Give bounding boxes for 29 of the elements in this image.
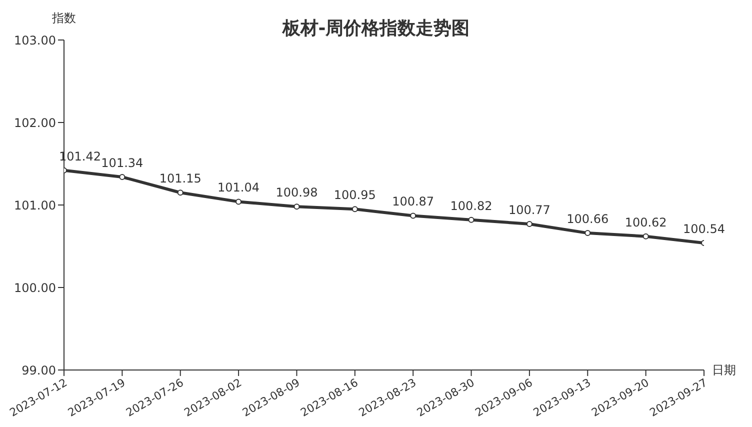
- data-label: 100.82: [450, 198, 492, 213]
- y-tick-label: 103.00: [14, 33, 56, 48]
- point: [294, 204, 300, 210]
- data-label: 100.62: [624, 215, 667, 230]
- data-label: 100.54: [683, 222, 725, 236]
- point: [526, 220, 532, 227]
- y-tick-label: 102.00: [14, 116, 56, 130]
- data-label: 100.95: [334, 188, 376, 202]
- data-label: 101.15: [159, 172, 202, 186]
- chart-title: 板材-周价格指数走势图: [282, 18, 470, 39]
- point: [177, 190, 184, 196]
- point: [236, 198, 242, 205]
- point: [352, 206, 358, 212]
- point: [468, 216, 474, 223]
- point: [584, 230, 591, 236]
- point: [119, 174, 126, 180]
- y-axis-title: 指数: [52, 10, 76, 27]
- point: [642, 233, 649, 240]
- y-tick-label: 101.00: [14, 198, 56, 212]
- data-label: 101.34: [101, 156, 144, 170]
- y-tick-label: 100.00: [14, 280, 56, 295]
- x-axis-title: 日期: [712, 362, 736, 379]
- data-label: 100.66: [566, 212, 609, 226]
- point: [410, 212, 416, 219]
- data-label: 101.04: [218, 180, 260, 195]
- data-label: 100.98: [276, 186, 318, 200]
- data-label: 100.87: [392, 194, 434, 209]
- y-tick-label: 99.00: [22, 363, 56, 378]
- data-label: 100.77: [508, 202, 550, 217]
